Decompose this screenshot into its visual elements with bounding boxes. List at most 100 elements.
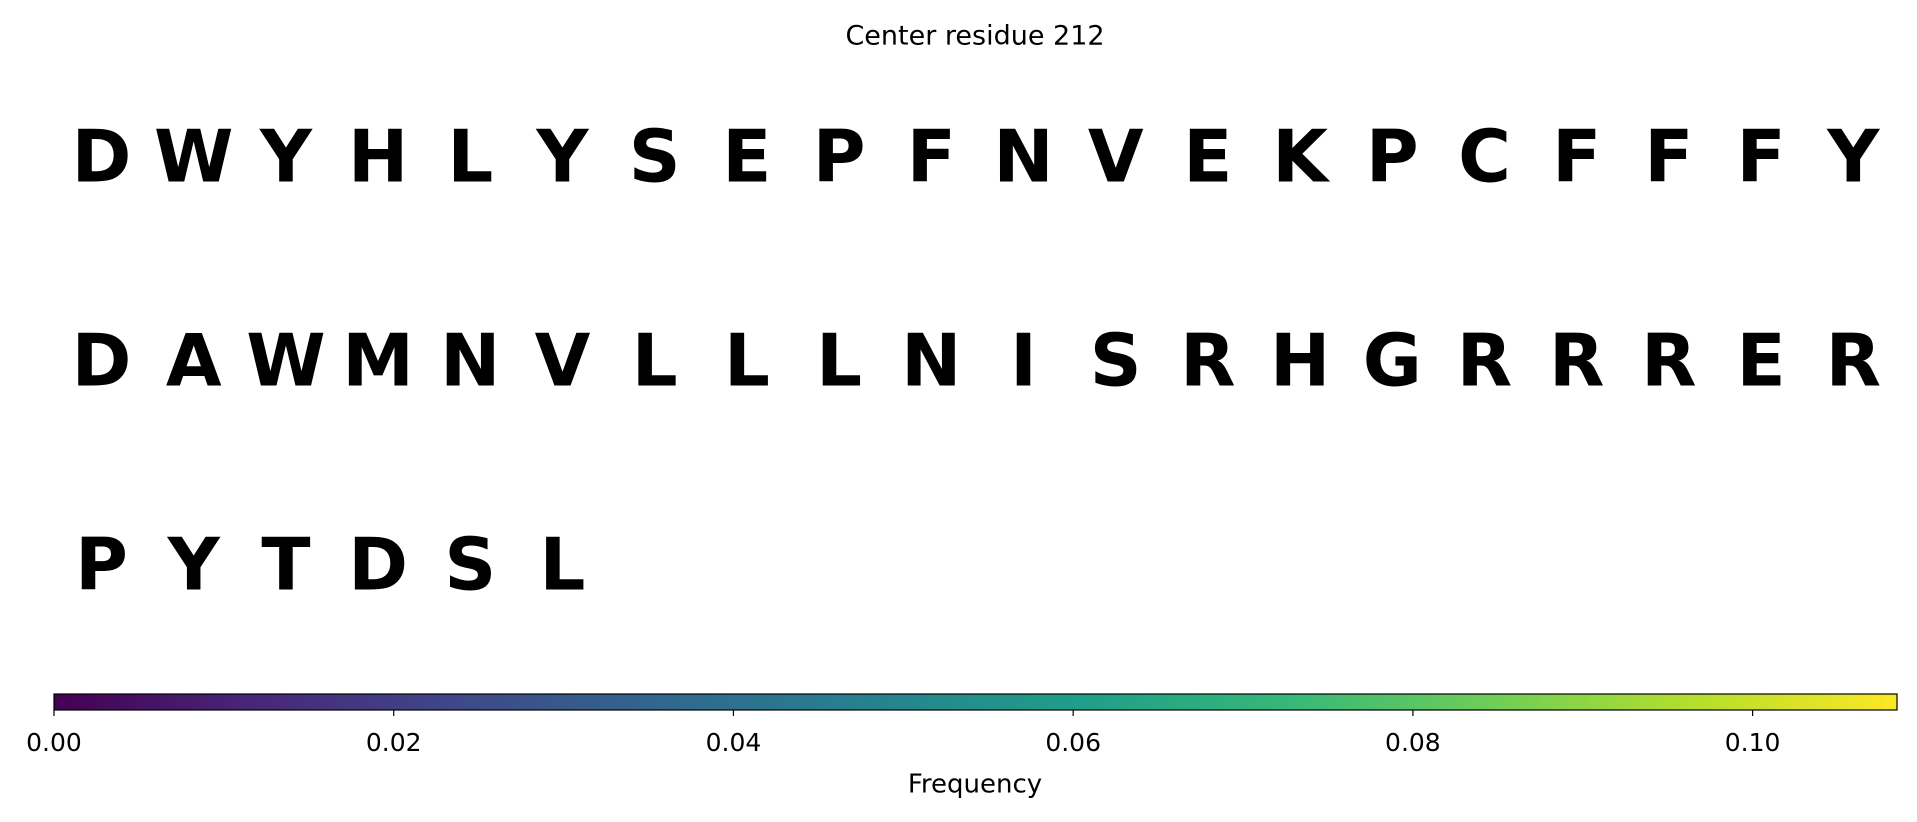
- colorbar-segment: [969, 694, 977, 710]
- colorbar-segment: [213, 694, 221, 710]
- colorbar-segment: [1804, 694, 1812, 710]
- colorbar-segment: [1264, 694, 1271, 710]
- colorbar-segment: [1165, 694, 1173, 710]
- colorbar-segment: [1491, 694, 1499, 710]
- colorbar-segment: [502, 694, 510, 710]
- colorbar-segment: [1411, 694, 1419, 710]
- colorbar-segment: [477, 694, 485, 710]
- tick-label: 0.10: [1725, 728, 1781, 757]
- colorbar-segment: [1700, 694, 1708, 710]
- colorbar-segment: [1565, 694, 1573, 710]
- colorbar-segment: [619, 694, 626, 710]
- colorbar-segment: [1767, 694, 1775, 710]
- residue: Y: [259, 115, 313, 199]
- colorbar-segment: [1184, 694, 1192, 710]
- residue: F: [907, 115, 956, 199]
- residue: A: [166, 319, 222, 403]
- tick-label: 0.02: [366, 728, 422, 757]
- colorbar-segment: [1626, 694, 1634, 710]
- colorbar-segment: [398, 694, 405, 710]
- colorbar-segment: [1841, 694, 1849, 710]
- colorbar-segment: [1503, 694, 1511, 710]
- colorbar-segment: [146, 694, 153, 710]
- colorbar-segment: [1694, 694, 1702, 710]
- colorbar-segment: [1092, 694, 1099, 710]
- colorbar-segment: [963, 694, 970, 710]
- colorbar-segment: [570, 694, 577, 710]
- colorbar-segment: [1817, 694, 1824, 710]
- colorbar-segment: [975, 694, 983, 710]
- colorbar-segment: [668, 694, 676, 710]
- colorbar-segment: [490, 694, 497, 710]
- colorbar-segment: [748, 694, 755, 710]
- colorbar-segment: [520, 694, 528, 710]
- colorbar-label: Frequency: [908, 770, 1042, 800]
- colorbar-frame: [53, 693, 1898, 711]
- colorbar-segment: [1663, 694, 1671, 710]
- colorbar-segment: [232, 694, 239, 710]
- colorbar-segment: [1552, 694, 1560, 710]
- tick-label: 0.08: [1385, 728, 1441, 757]
- residue: L: [447, 115, 493, 199]
- colorbar-segment: [723, 694, 731, 710]
- colorbar-segment: [342, 694, 350, 710]
- colorbar-segment: [1043, 694, 1050, 710]
- colorbar-segment: [1755, 694, 1763, 710]
- colorbar-segment: [1712, 694, 1720, 710]
- colorbar-segment: [613, 694, 620, 710]
- colorbar-segment: [1374, 694, 1382, 710]
- colorbar-segment: [1743, 694, 1751, 710]
- residue: G: [1363, 319, 1422, 403]
- colorbar-segment: [1675, 694, 1683, 710]
- residue: L: [540, 523, 586, 607]
- colorbar-segment: [60, 694, 67, 710]
- colorbar-segment: [1172, 694, 1179, 710]
- colorbar-segment: [1516, 694, 1523, 710]
- colorbar-segment: [1018, 694, 1026, 710]
- residue: E: [1183, 115, 1232, 199]
- colorbar-segment: [226, 694, 233, 710]
- colorbar-segment: [594, 694, 602, 710]
- colorbar-segment: [514, 694, 522, 710]
- colorbar-segment: [299, 694, 307, 710]
- colorbar-segment: [1651, 694, 1659, 710]
- colorbar-segment: [1620, 694, 1628, 710]
- colorbar-segment: [889, 694, 897, 710]
- colorbar-segment: [1436, 694, 1443, 710]
- residue: F: [1552, 115, 1601, 199]
- residue: E: [722, 115, 771, 199]
- colorbar-segment: [815, 694, 823, 710]
- colorbar-segment: [895, 694, 903, 710]
- colorbar-segment: [1153, 694, 1161, 710]
- colorbar-segment: [785, 694, 792, 710]
- colorbar-segment: [238, 694, 246, 710]
- colorbar-segment: [987, 694, 995, 710]
- colorbar-segment: [803, 694, 811, 710]
- colorbar-segment: [834, 694, 841, 710]
- colorbar-segment: [207, 694, 215, 710]
- colorbar-segment: [293, 694, 301, 710]
- colorbar-segment: [367, 694, 375, 710]
- colorbar-segment: [606, 694, 614, 710]
- colorbar-segment: [1632, 694, 1640, 710]
- colorbar-segment: [109, 694, 117, 710]
- colorbar-segment: [318, 694, 325, 710]
- residue: S: [444, 523, 496, 607]
- colorbar-segment: [649, 694, 657, 710]
- colorbar-segment: [1061, 694, 1069, 710]
- residue: R: [1457, 319, 1512, 403]
- colorbar-segment: [287, 694, 295, 710]
- colorbar-segment: [1393, 694, 1400, 710]
- residue: F: [1644, 115, 1693, 199]
- residue: H: [1270, 319, 1330, 403]
- colorbar-segment: [441, 694, 448, 710]
- colorbar-segment: [244, 694, 252, 710]
- colorbar-segment: [324, 694, 332, 710]
- colorbar-segment: [563, 694, 571, 710]
- colorbar-segment: [1509, 694, 1517, 710]
- colorbar-segment: [1368, 694, 1376, 710]
- colorbar-segment: [1466, 694, 1474, 710]
- colorbar-segment: [871, 694, 878, 710]
- colorbar-segment: [385, 694, 393, 710]
- residue: R: [1826, 319, 1881, 403]
